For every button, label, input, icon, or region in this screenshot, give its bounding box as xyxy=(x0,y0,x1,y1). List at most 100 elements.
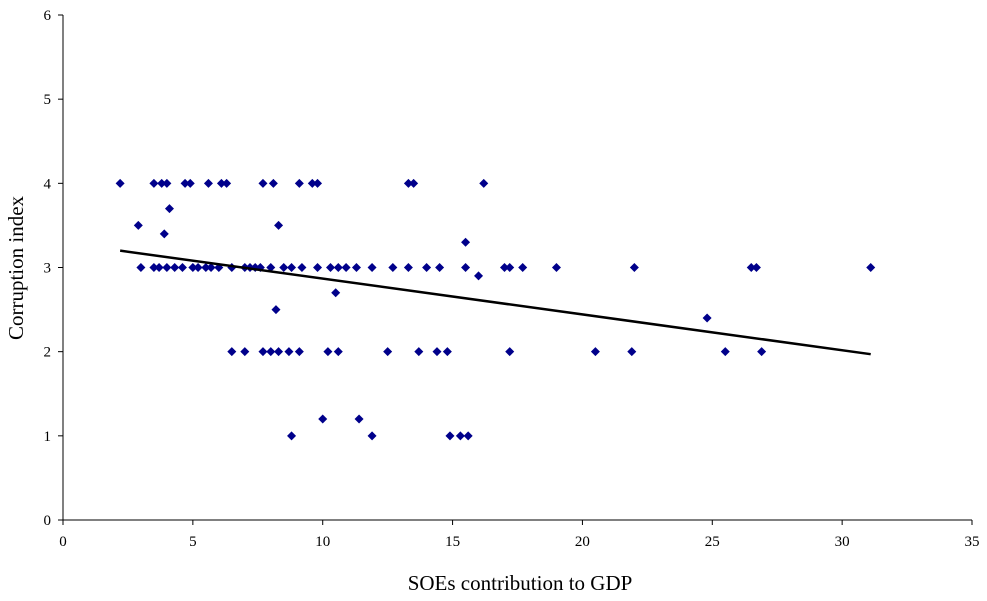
data-point xyxy=(422,263,432,272)
x-tick-label: 0 xyxy=(59,534,67,550)
y-axis-title: Corruption index xyxy=(4,195,28,340)
data-point xyxy=(149,178,159,188)
data-point xyxy=(383,347,393,357)
data-point xyxy=(318,414,328,424)
data-point xyxy=(162,263,172,272)
data-point xyxy=(866,263,876,272)
data-point xyxy=(157,178,167,188)
data-point xyxy=(313,263,323,272)
data-point xyxy=(403,263,413,272)
data-point xyxy=(162,178,172,188)
data-point xyxy=(500,263,510,272)
x-tick-label: 10 xyxy=(315,534,330,550)
data-point xyxy=(287,431,297,441)
data-point xyxy=(222,178,232,188)
data-point xyxy=(203,178,213,188)
data-point xyxy=(326,263,336,272)
data-points xyxy=(115,178,876,441)
data-point xyxy=(461,237,471,247)
data-point xyxy=(442,347,452,357)
data-point xyxy=(518,263,528,272)
data-point xyxy=(154,263,164,272)
data-point xyxy=(115,178,125,188)
data-point xyxy=(149,263,159,272)
trendline-group xyxy=(119,249,871,356)
data-point xyxy=(333,347,343,357)
data-point xyxy=(193,263,203,272)
data-point xyxy=(227,347,237,357)
data-point xyxy=(455,431,465,441)
data-point xyxy=(720,347,730,357)
data-point xyxy=(136,263,146,272)
data-point xyxy=(751,263,761,272)
data-point xyxy=(479,178,489,188)
data-point xyxy=(551,263,561,272)
data-point xyxy=(159,229,169,239)
data-point xyxy=(216,178,226,188)
data-point xyxy=(274,220,284,230)
data-point xyxy=(170,263,180,272)
data-point xyxy=(240,347,250,357)
data-point xyxy=(294,347,304,357)
data-point xyxy=(757,347,767,357)
data-point xyxy=(435,263,445,272)
y-tick-label: 4 xyxy=(44,176,52,192)
trendline xyxy=(119,249,871,356)
data-point xyxy=(474,271,484,281)
data-point xyxy=(505,347,515,357)
x-tick-label: 20 xyxy=(575,534,590,550)
y-tick-label: 6 xyxy=(44,8,52,24)
data-point xyxy=(185,178,195,188)
data-point xyxy=(333,263,343,272)
data-point xyxy=(627,347,637,357)
x-tick-label: 15 xyxy=(445,534,460,550)
data-point xyxy=(331,288,341,298)
data-point xyxy=(271,305,281,315)
x-tick-label: 25 xyxy=(705,534,720,550)
data-point xyxy=(403,178,413,188)
data-point xyxy=(388,263,398,272)
data-point xyxy=(258,178,268,188)
data-point xyxy=(206,263,216,272)
data-point xyxy=(341,263,351,272)
data-point xyxy=(133,220,143,230)
x-tick-label: 35 xyxy=(965,534,980,550)
data-point xyxy=(432,347,442,357)
data-point xyxy=(294,178,304,188)
data-point xyxy=(284,347,294,357)
data-point xyxy=(266,347,276,357)
data-point xyxy=(287,263,297,272)
x-axis-title: SOEs contribution to GDP xyxy=(408,571,633,595)
x-tick-label: 30 xyxy=(835,534,850,550)
data-point xyxy=(629,263,639,272)
data-point xyxy=(746,263,756,272)
data-point xyxy=(307,178,317,188)
y-tick-label: 5 xyxy=(44,92,52,108)
x-tick-label: 5 xyxy=(189,534,197,550)
data-point xyxy=(505,263,515,272)
data-point xyxy=(367,263,377,272)
data-point xyxy=(177,263,187,272)
data-point xyxy=(180,178,190,188)
y-tick-label: 1 xyxy=(44,429,52,445)
data-point xyxy=(297,263,307,272)
data-point xyxy=(351,263,361,272)
data-point xyxy=(164,204,174,214)
data-point xyxy=(258,347,268,357)
data-point xyxy=(409,178,419,188)
y-tick-label: 0 xyxy=(44,513,52,529)
data-point xyxy=(323,347,333,357)
y-axis-ticks: 0 1 2 3 4 5 6 xyxy=(44,8,63,529)
data-point xyxy=(590,347,600,357)
data-point xyxy=(463,431,473,441)
data-point xyxy=(354,414,364,424)
data-point xyxy=(702,313,712,323)
data-point xyxy=(268,178,278,188)
data-point xyxy=(201,263,211,272)
data-point xyxy=(461,263,471,272)
data-point xyxy=(445,431,455,441)
data-point xyxy=(313,178,323,188)
y-tick-label: 2 xyxy=(44,345,52,361)
y-tick-label: 3 xyxy=(44,261,52,277)
